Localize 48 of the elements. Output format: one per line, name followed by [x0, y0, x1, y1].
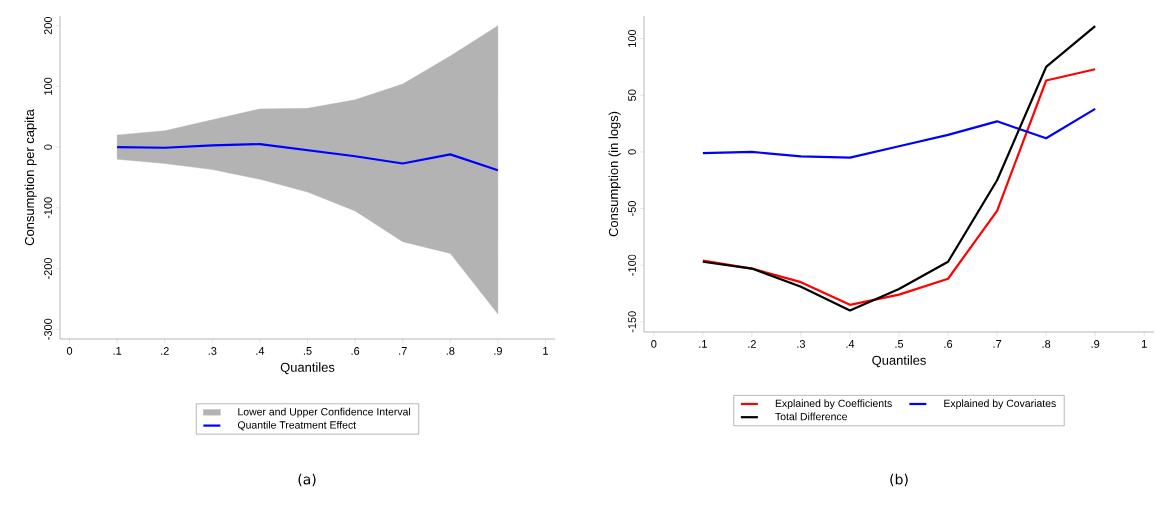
x-tick-label: 0: [651, 340, 657, 348]
x-tick-label: .6: [944, 340, 953, 348]
x-tick-label: .9: [494, 347, 502, 355]
y-tick-label: -50: [628, 201, 636, 216]
x-tick-label: 1: [543, 347, 549, 355]
y-axis-title: Consumption (in logs): [608, 111, 621, 237]
y-tick-label: -200: [44, 258, 52, 280]
text: (a): [298, 473, 316, 487]
y-tick-label: 0: [628, 149, 636, 155]
line-series: [701, 68, 1097, 306]
y-tick-label: 100: [44, 77, 52, 95]
y-tick-label: -100: [44, 197, 52, 219]
x-tick-label: .4: [846, 340, 855, 348]
y-tick-label: -100: [628, 254, 636, 276]
legend-label: Total Difference: [775, 412, 847, 421]
x-axis-title: Quantiles: [872, 355, 926, 368]
y-tick-label: 100: [628, 29, 636, 47]
x-tick-label: .1: [699, 340, 707, 348]
x-tick-label: .2: [748, 340, 756, 348]
y-tick-label: 50: [628, 89, 636, 101]
x-tick-label: .5: [895, 340, 904, 348]
text: (b): [890, 473, 908, 487]
legend-label: Explained by Covariates: [944, 399, 1056, 410]
x-tick-label: .7: [399, 347, 407, 355]
y-tick-label: -300: [44, 318, 52, 340]
x-tick-label: .3: [797, 340, 806, 348]
x-tick-label: .6: [351, 347, 360, 355]
x-tick-label: .3: [208, 347, 217, 355]
x-tick-label: .8: [1042, 340, 1051, 348]
x-tick-label: .4: [256, 347, 265, 355]
x-tick-label: .5: [303, 347, 312, 355]
y-tick-label: 0: [44, 144, 52, 150]
legend-label: Quantile Treatment Effect: [237, 420, 356, 431]
y-tick-label: 200: [44, 17, 52, 35]
x-tick-label: 1: [1141, 340, 1147, 348]
y-tick-label: -150: [628, 311, 636, 333]
x-tick-label: .1: [113, 347, 122, 355]
x-tick-label: 0: [66, 347, 73, 355]
y-axis-title: Consumption per capita: [24, 109, 37, 246]
legend-label: Explained by Coefficients: [775, 399, 892, 410]
x-tick-label: .9: [1091, 340, 1100, 348]
x-axis-title: Quantiles: [280, 362, 335, 375]
x-tick-label: .2: [161, 347, 169, 355]
legend-label: Lower and Upper Confidence Interval: [238, 407, 411, 418]
x-tick-label: .7: [993, 340, 1002, 348]
x-tick-label: .8: [446, 347, 455, 355]
line-series: [701, 107, 1097, 159]
line-series: [701, 25, 1097, 312]
